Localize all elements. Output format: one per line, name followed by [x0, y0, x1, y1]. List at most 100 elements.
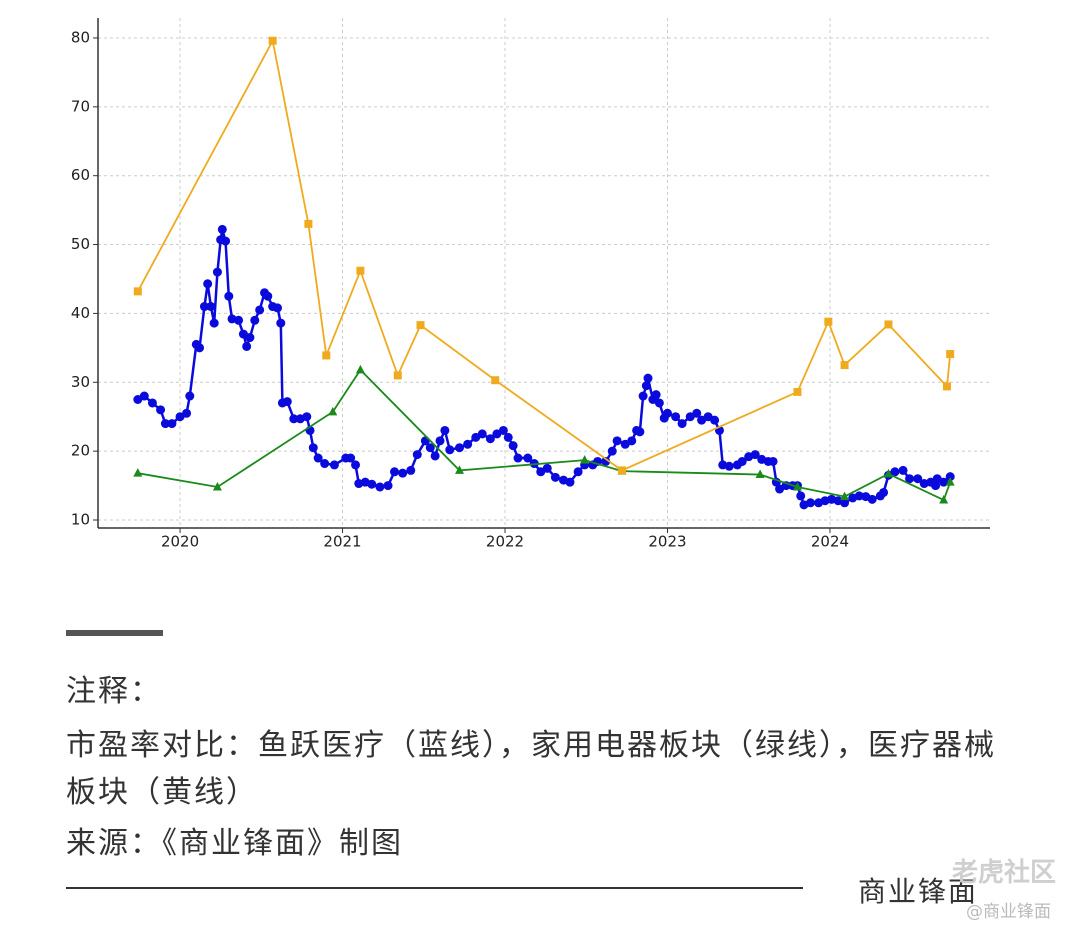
point [224, 291, 234, 301]
point [824, 317, 833, 326]
point [430, 451, 440, 461]
y-tick-label: 70 [71, 97, 90, 115]
point [455, 443, 465, 453]
brand: 商业锋面 [858, 875, 979, 908]
point [375, 482, 385, 492]
point [206, 302, 216, 312]
point [542, 463, 552, 473]
point [635, 427, 645, 437]
point [573, 467, 583, 477]
point [601, 456, 611, 466]
point [677, 419, 687, 429]
point [793, 387, 802, 396]
point [355, 364, 365, 374]
point [884, 320, 893, 329]
point [607, 446, 617, 456]
point [796, 491, 806, 501]
point [513, 453, 523, 463]
point [750, 450, 760, 460]
x-tick-label: 2020 [161, 533, 199, 551]
series-line [137, 368, 952, 502]
point [289, 414, 299, 424]
point [946, 350, 955, 359]
point [867, 494, 877, 504]
point [627, 436, 637, 446]
point [435, 436, 445, 446]
point [879, 487, 889, 497]
point [346, 453, 356, 463]
point [710, 415, 720, 425]
point [939, 477, 949, 487]
point [508, 441, 518, 451]
point [212, 481, 222, 491]
point [931, 481, 941, 491]
point [356, 266, 365, 275]
point [412, 450, 422, 460]
point [328, 406, 338, 416]
point [160, 419, 170, 429]
x-tick-label: 2022 [486, 533, 524, 551]
point [491, 376, 500, 385]
point [641, 381, 651, 391]
y-tick-label: 30 [71, 373, 90, 391]
point [840, 361, 849, 370]
point [662, 408, 672, 418]
point [945, 472, 955, 482]
y-tick-label: 60 [71, 166, 90, 184]
note-source: 来源：《商业锋面》制图 [66, 826, 403, 861]
point [617, 466, 626, 475]
point [692, 408, 702, 418]
point [329, 460, 339, 470]
point [182, 408, 192, 418]
point [550, 472, 560, 482]
point [242, 341, 252, 351]
point [523, 453, 533, 463]
point [890, 467, 900, 477]
point [398, 468, 408, 478]
point [255, 305, 265, 315]
x-tick-label: 2021 [323, 533, 361, 551]
point [302, 412, 312, 422]
point [322, 351, 331, 360]
point [724, 461, 734, 471]
point [651, 390, 661, 400]
point [503, 432, 513, 442]
point [308, 443, 318, 453]
point [612, 436, 622, 446]
point [276, 318, 286, 328]
point [139, 391, 149, 401]
chart: 10 20 30 40 50 60 70 80 2020 2021 2022 2023 2024 [71, 18, 990, 551]
y-tick-label: 10 [71, 511, 90, 529]
y-tick-label: 40 [71, 304, 90, 322]
point [913, 474, 923, 484]
point [273, 303, 283, 313]
point [840, 491, 850, 501]
point [805, 498, 815, 508]
point [147, 398, 157, 408]
point [209, 318, 219, 328]
point [390, 467, 400, 477]
point [245, 333, 255, 343]
point [463, 439, 473, 449]
series-line [137, 38, 952, 472]
point [221, 236, 231, 246]
bottom-line [66, 887, 803, 889]
point [351, 460, 361, 470]
point [854, 491, 864, 501]
point [250, 315, 260, 325]
note-heading: 注释： [66, 674, 162, 709]
point [905, 474, 915, 484]
point [477, 429, 487, 439]
y-tick-label: 50 [71, 235, 90, 253]
point [199, 302, 209, 312]
point [840, 498, 850, 508]
point [367, 479, 377, 489]
point [383, 481, 393, 491]
point [133, 468, 143, 477]
point [792, 481, 802, 491]
y-tick-label: 80 [71, 28, 90, 46]
point [320, 459, 330, 469]
point [485, 434, 495, 444]
watermark: 老虎社区 [952, 858, 1057, 888]
